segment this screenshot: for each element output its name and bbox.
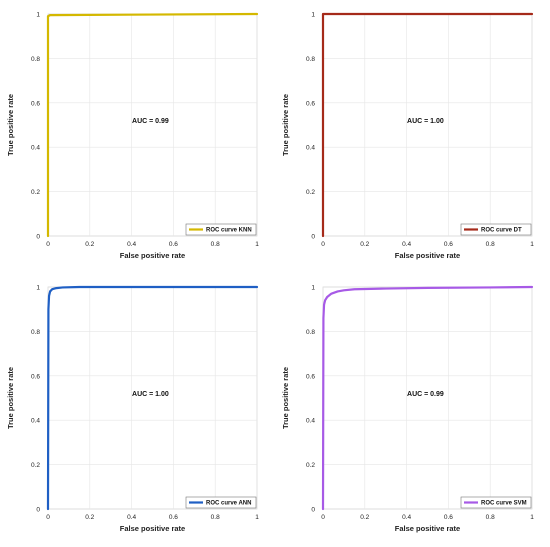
- y-tick-label: 0.4: [306, 145, 315, 152]
- legend-label: ROC curve ANN: [206, 501, 251, 507]
- x-tick-label: 0.6: [169, 241, 178, 248]
- x-tick-label: 0.6: [444, 241, 453, 248]
- x-axis-label: False positive rate: [395, 524, 460, 533]
- y-tick-label: 0.2: [31, 189, 40, 196]
- y-tick-label: 0: [36, 507, 40, 514]
- x-tick-label: 0.4: [402, 241, 411, 248]
- x-tick-label: 1: [255, 241, 259, 248]
- x-tick-label: 0.8: [486, 514, 495, 521]
- y-tick-label: 1: [311, 12, 315, 19]
- x-tick-label: 0: [46, 241, 50, 248]
- x-tick-label: 0: [46, 514, 50, 521]
- x-tick-label: 0.2: [360, 241, 369, 248]
- chart-panel-dt: 0 0.2 0.4 0.6 0.8 1 0 0.2 0.4 0.6 0.8 1 False positi…: [275, 0, 550, 273]
- plot-area: [47, 286, 258, 510]
- y-tick-label: 0: [311, 507, 315, 514]
- auc-annotation: AUC = 0.99: [407, 391, 444, 398]
- chart-panel-svm: 0 0.2 0.4 0.6 0.8 1 0 0.2 0.4 0.6 0.8 1 False positi…: [275, 273, 550, 546]
- auc-annotation: AUC = 0.99: [132, 118, 169, 125]
- y-tick-label: 0.6: [31, 373, 40, 380]
- legend-label: ROC curve SVM: [481, 501, 527, 507]
- y-tick-label: 0.2: [306, 189, 315, 196]
- y-tick-label: 0.8: [31, 329, 40, 336]
- y-tick-label: 0.4: [306, 418, 315, 425]
- y-tick-label: 0.8: [31, 56, 40, 63]
- legend-box: [460, 496, 532, 509]
- x-tick-label: 0.4: [127, 514, 136, 521]
- legend-label: ROC curve KNN: [206, 228, 252, 234]
- y-tick-label: 0.6: [306, 100, 315, 107]
- y-tick-label: 1: [36, 12, 40, 19]
- x-tick-label: 1: [530, 241, 534, 248]
- x-tick-label: 0.2: [85, 241, 94, 248]
- plot-area: [322, 286, 533, 510]
- x-tick-label: 1: [255, 514, 259, 521]
- plot-area: [47, 13, 258, 237]
- x-tick-label: 0.8: [211, 514, 220, 521]
- legend-box: [185, 223, 257, 236]
- x-tick-label: 1: [530, 514, 534, 521]
- y-tick-label: 0.2: [31, 462, 40, 469]
- y-tick-label: 0: [36, 234, 40, 241]
- chart-ann: 0 0.2 0.4 0.6 0.8 1 0 0.2 0.4 0.6 0.8 1 False positi…: [6, 285, 259, 534]
- y-tick-label: 0.8: [306, 56, 315, 63]
- x-tick-label: 0.4: [402, 514, 411, 521]
- x-tick-label: 0.2: [85, 514, 94, 521]
- auc-annotation: AUC = 1.00: [407, 118, 444, 125]
- x-tick-label: 0.4: [127, 241, 136, 248]
- x-tick-label: 0.8: [486, 241, 495, 248]
- x-tick-label: 0: [321, 514, 325, 521]
- y-axis-label: True positive rate: [281, 94, 290, 156]
- plot-area: [322, 13, 533, 237]
- y-tick-label: 0.2: [306, 462, 315, 469]
- x-tick-label: 0.8: [211, 241, 220, 248]
- y-tick-label: 0.6: [306, 373, 315, 380]
- chart-panel-knn: 0 0.2 0.4 0.6 0.8 1 0 0.2 0.4 0.6 0.8 1 False positi…: [0, 0, 275, 273]
- x-axis-label: False positive rate: [120, 251, 185, 260]
- legend-box: [460, 223, 532, 236]
- legend-box: [185, 496, 257, 509]
- y-tick-label: 0.6: [31, 100, 40, 107]
- chart-dt: 0 0.2 0.4 0.6 0.8 1 0 0.2 0.4 0.6 0.8 1 False positi…: [281, 12, 534, 261]
- roc-curve-line-svm: [321, 285, 534, 511]
- chart-svm: 0 0.2 0.4 0.6 0.8 1 0 0.2 0.4 0.6 0.8 1 False positi…: [281, 285, 534, 534]
- y-tick-label: 0.8: [306, 329, 315, 336]
- y-axis-label: True positive rate: [6, 94, 15, 156]
- legend-label: ROC curve DT: [481, 228, 522, 234]
- y-axis-label: True positive rate: [6, 367, 15, 429]
- y-tick-label: 1: [311, 285, 315, 292]
- y-axis-label: True positive rate: [281, 367, 290, 429]
- y-tick-label: 0: [311, 234, 315, 241]
- roc-curve-line-ann: [46, 285, 259, 511]
- chart-knn: 0 0.2 0.4 0.6 0.8 1 0 0.2 0.4 0.6 0.8 1 False positi…: [6, 12, 259, 261]
- x-tick-label: 0: [321, 241, 325, 248]
- auc-annotation: AUC = 1.00: [132, 391, 169, 398]
- x-axis-label: False positive rate: [395, 251, 460, 260]
- roc-curve-line-knn: [46, 12, 259, 238]
- x-tick-label: 0.6: [169, 514, 178, 521]
- x-tick-label: 0.2: [360, 514, 369, 521]
- chart-panel-ann: 0 0.2 0.4 0.6 0.8 1 0 0.2 0.4 0.6 0.8 1 False positi…: [0, 273, 275, 546]
- roc-curve-line-dt: [321, 12, 534, 238]
- y-tick-label: 1: [36, 285, 40, 292]
- y-tick-label: 0.4: [31, 145, 40, 152]
- x-tick-label: 0.6: [444, 514, 453, 521]
- x-axis-label: False positive rate: [120, 524, 185, 533]
- y-tick-label: 0.4: [31, 418, 40, 425]
